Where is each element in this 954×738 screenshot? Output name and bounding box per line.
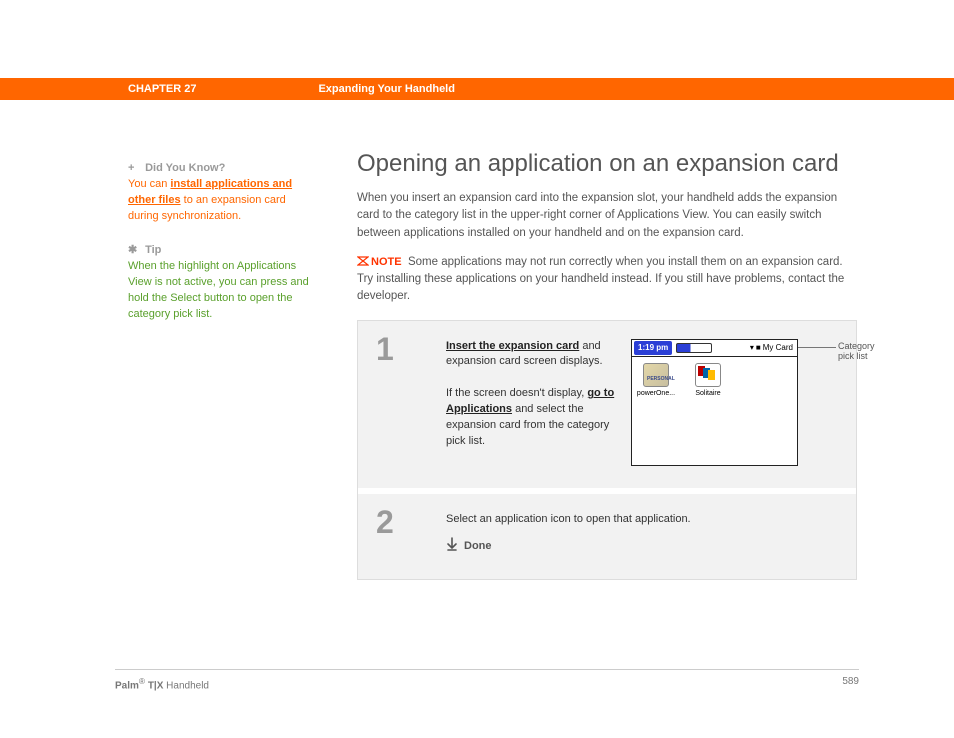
asterisk-icon: ✱ — [128, 243, 142, 259]
note-label: NOTE — [371, 256, 402, 268]
callout-label: Category pick list — [838, 341, 893, 363]
header-bar: CHAPTER 27 Expanding Your Handheld — [0, 78, 954, 100]
app-icon-powerone[interactable]: PERSONAL powerOne... — [636, 363, 676, 399]
step-2: 2 Select an application icon to open tha… — [358, 494, 856, 580]
chevron-down-icon: ▾ — [750, 342, 754, 354]
battery-icon — [676, 343, 712, 353]
plus-icon: + — [128, 161, 142, 177]
screenshot-wrap: 1:19 pm ▾ ■ My Card — [631, 339, 798, 466]
done-indicator: Done — [446, 537, 844, 557]
down-arrow-icon — [446, 537, 458, 557]
app-icons-row: PERSONAL powerOne... Solitaire — [632, 357, 797, 405]
step-1: 1 Insert the expansion card and expansio… — [358, 321, 856, 494]
category-picklist[interactable]: ▾ ■ My Card — [750, 342, 793, 354]
callout-line — [798, 347, 836, 348]
sidebar: + Did You Know? You can install applicat… — [128, 161, 318, 340]
note-block: NOTE Some applications may not run corre… — [357, 254, 857, 306]
intro-text: When you insert an expansion card into t… — [357, 190, 857, 242]
page-number: 589 — [842, 676, 859, 691]
step-2-text: Select an application icon to open that … — [446, 512, 844, 558]
steps-container: 1 Insert the expansion card and expansio… — [357, 320, 857, 581]
insert-card-link[interactable]: Insert the expansion card — [446, 340, 579, 352]
note-icon — [357, 255, 369, 265]
footer: Palm® T|X Handheld 589 — [115, 669, 859, 691]
screenshot-topbar: 1:19 pm ▾ ■ My Card — [632, 340, 797, 357]
step-1-text: Insert the expansion card and expansion … — [446, 339, 631, 466]
step-number: 1 — [358, 321, 446, 488]
handheld-screenshot: 1:19 pm ▾ ■ My Card — [631, 339, 798, 466]
chapter-title: Expanding Your Handheld — [318, 83, 455, 95]
page-title: Opening an application on an expansion c… — [357, 150, 857, 178]
app-icon-solitaire[interactable]: Solitaire — [688, 363, 728, 399]
footer-brand: Palm® T|X Handheld — [115, 676, 209, 691]
main-content: Opening an application on an expansion c… — [357, 150, 857, 580]
tip-block: ✱ Tip When the highlight on Applications… — [128, 243, 318, 323]
step-number: 2 — [358, 494, 446, 580]
tip-body: When the highlight on Applications View … — [128, 259, 318, 323]
time-badge: 1:19 pm — [634, 341, 672, 355]
did-you-know-block: + Did You Know? You can install applicat… — [128, 161, 318, 225]
chapter-label: CHAPTER 27 — [128, 83, 196, 95]
tip-head: Tip — [145, 244, 161, 256]
dyk-head: Did You Know? — [145, 162, 225, 174]
dyk-body: You can install applications and other f… — [128, 177, 318, 225]
note-body: Some applications may not run correctly … — [357, 256, 844, 303]
